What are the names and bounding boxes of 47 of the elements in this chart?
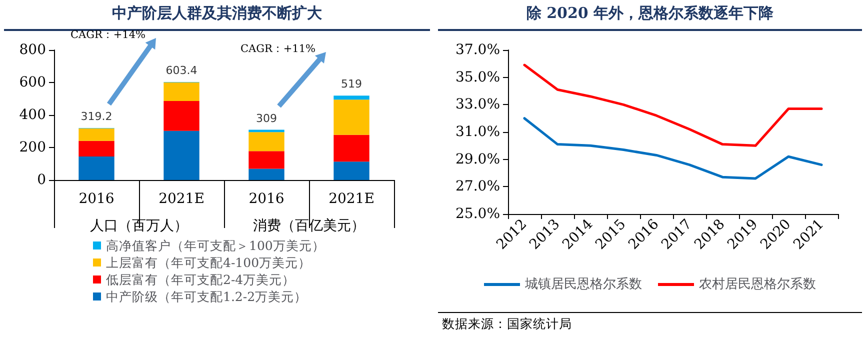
legend-label: 上层富有（年可支配4-100万美元） [106, 255, 312, 270]
text: 消费（百亿美元） [253, 217, 365, 235]
bar [248, 151, 284, 169]
y-tick-label: 600 [19, 74, 46, 90]
chart-title: 除 2020 年外，恩格尔系数逐年下降 [438, 4, 862, 31]
bar [78, 156, 114, 180]
x-tick-label: 2021E [328, 191, 374, 207]
y-tick-label: 33.0% [456, 96, 500, 113]
legend-label: 低层富有（年可支配2-4万美元） [106, 272, 296, 287]
y-tick-label: 35.0% [456, 69, 500, 86]
bar [334, 162, 370, 180]
bar [164, 130, 200, 180]
line-series [523, 117, 823, 180]
x-tick-label: 2021E [158, 191, 204, 207]
y-tick-label: 29.0% [456, 151, 500, 168]
bar [78, 128, 114, 141]
x-tick-label: 2016 [248, 191, 284, 207]
bar [78, 140, 114, 156]
total-label: 309 [256, 112, 277, 125]
bar [334, 100, 370, 135]
bar [334, 96, 370, 100]
total-label: 519 [341, 78, 362, 91]
y-tick-label: 37.0% [456, 42, 500, 58]
bar [164, 101, 200, 131]
bar [248, 168, 284, 180]
text: CAGR：+14% [70, 28, 146, 42]
total-label: 603.4 [166, 64, 198, 77]
chart-title: 中产阶层人群及其消费不断扩大 [112, 4, 322, 22]
legend-label: 农村居民恩格尔系数 [699, 277, 816, 292]
y-tick-label: 400 [19, 107, 46, 123]
bar [248, 132, 284, 152]
total-label: 319.2 [80, 110, 112, 124]
source-note: 数据来源：国家统计局 [442, 316, 572, 333]
annotation: CAGR：+11% [240, 42, 316, 56]
y-tick-label: 200 [19, 140, 46, 156]
y-tick-label: 25.0% [456, 206, 500, 222]
legend-label: 高净值客户（年可支配＞100万美元） [106, 238, 325, 253]
legend-label: 城镇居民恩格尔系数 [524, 277, 642, 292]
y-tick-label: 0 [37, 172, 46, 188]
y-tick-label: 27.0% [456, 178, 500, 195]
y-tick-label: 800 [19, 42, 46, 58]
line-series [523, 64, 823, 147]
x-tick-label: 2016 [78, 191, 114, 207]
bar [164, 82, 200, 102]
bar [334, 134, 370, 162]
y-tick-label: 31.0% [456, 124, 500, 140]
legend-label: 中产阶级（年可支配1.2-2万美元） [106, 289, 308, 304]
